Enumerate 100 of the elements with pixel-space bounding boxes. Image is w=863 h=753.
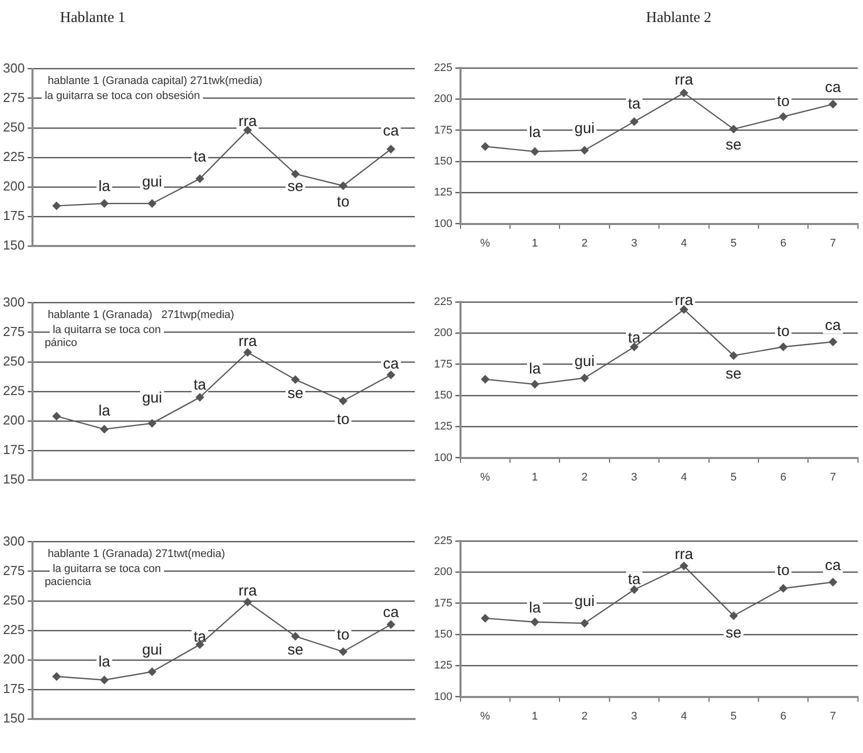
annotation: la: [529, 360, 542, 378]
annotation: se: [726, 624, 742, 642]
x-tick-label: 2: [581, 710, 588, 722]
y-tick-label: 150: [2, 710, 25, 726]
annotation: ta: [194, 148, 207, 166]
annotation: se: [726, 136, 742, 154]
y-tick-label: 100: [434, 452, 452, 464]
x-tick-label: 3: [631, 471, 638, 484]
annotation: ca: [825, 557, 842, 574]
annotation: se: [287, 384, 304, 402]
x-tick-label: 6: [780, 237, 786, 250]
x-tick-label: 2: [581, 237, 588, 250]
y-tick-label: 300: [2, 533, 25, 548]
annotation: la: [98, 402, 111, 420]
annotation: ta: [628, 329, 642, 346]
x-tick-label: 4: [680, 710, 687, 722]
annotation: rra: [238, 332, 258, 350]
y-tick-label: 150: [2, 238, 25, 253]
text: hablante 1 (Granada capital) 271twk(media): [48, 74, 262, 87]
y-tick-label: 150: [434, 156, 452, 168]
annotation: to: [777, 562, 790, 580]
annotation: to: [336, 410, 350, 428]
x-tick-label: %: [480, 710, 490, 722]
annotation: gui: [574, 352, 595, 370]
x-tick-label: 5: [730, 237, 737, 250]
y-tick-label: 200: [434, 327, 452, 340]
y-tick-label: 250: [2, 592, 25, 608]
annotation: ca: [825, 79, 842, 96]
x-tick-label: 1: [532, 471, 538, 484]
annotation: gui: [574, 120, 595, 138]
annotation: rra: [238, 113, 258, 130]
text: hablante 1 (Granada) 271twt(media): [48, 548, 226, 560]
x-tick-label: 3: [631, 710, 638, 722]
y-tick-label: 100: [434, 690, 452, 703]
y-tick-label: 250: [2, 119, 25, 134]
y-tick-label: 125: [434, 186, 452, 199]
y-tick-label: 225: [2, 148, 25, 164]
y-tick-label: 225: [2, 622, 25, 637]
annotation: gui: [142, 642, 162, 659]
y-tick-label: 225: [434, 535, 452, 548]
y-tick-label: 175: [434, 124, 452, 136]
y-tick-label: 250: [2, 353, 25, 368]
x-tick-label: 6: [780, 471, 786, 484]
annotation: gui: [574, 593, 595, 610]
annotation: ta: [194, 628, 207, 646]
y-tick-label: 300: [2, 294, 25, 310]
text: la guitarra se toca con obsesión: [44, 90, 200, 102]
y-tick-label: 175: [434, 597, 452, 610]
text: la quitarra se toca con pánico: [44, 324, 161, 349]
annotation: la: [529, 599, 542, 616]
annotation: rra: [674, 546, 694, 563]
y-tick-label: 175: [2, 442, 25, 458]
annotation: to: [777, 323, 790, 340]
y-tick-label: 275: [2, 90, 25, 105]
annotation: ca: [382, 604, 400, 621]
annotation: la: [98, 653, 111, 670]
y-tick-label: 150: [434, 390, 452, 402]
annotation: ca: [382, 355, 400, 372]
y-tick-label: 200: [434, 566, 452, 578]
annotation: ta: [628, 570, 642, 588]
annotation: rra: [674, 292, 694, 309]
x-tick-label: 1: [532, 237, 538, 250]
x-tick-label: 6: [780, 710, 786, 722]
y-tick-label: 125: [434, 420, 452, 433]
y-tick-label: 300: [2, 60, 25, 76]
text: Hablante 2: [646, 10, 712, 27]
annotation: to: [336, 626, 350, 644]
annotation: to: [777, 92, 790, 110]
y-tick-label: 200: [434, 93, 452, 106]
y-tick-label: 225: [434, 62, 452, 74]
annotation: se: [287, 642, 304, 659]
text: hablante 1 (Granada) 271twp(media): [48, 308, 234, 321]
y-tick-label: 200: [2, 652, 25, 667]
x-tick-label: 2: [581, 471, 588, 484]
annotation: se: [287, 178, 304, 196]
text: Hablante 1: [60, 10, 126, 27]
annotation: ta: [194, 376, 207, 394]
annotation: gui: [142, 390, 162, 407]
x-tick-label: 7: [830, 237, 836, 250]
x-tick-label: 7: [830, 710, 836, 722]
annotation: la: [98, 178, 111, 196]
x-tick-label: %: [480, 237, 490, 250]
x-tick-label: 4: [680, 471, 687, 484]
annotation: to: [336, 193, 350, 210]
x-tick-label: %: [480, 471, 490, 484]
y-tick-label: 100: [434, 218, 452, 230]
x-tick-label: 1: [532, 710, 538, 722]
annotation: rra: [674, 72, 694, 89]
annotation: la: [529, 124, 542, 141]
annotation: ca: [382, 122, 400, 140]
y-tick-label: 150: [2, 472, 25, 487]
y-tick-label: 150: [434, 628, 452, 641]
y-tick-label: 275: [2, 324, 25, 339]
annotation: ta: [628, 95, 642, 112]
y-tick-label: 200: [2, 178, 25, 194]
x-tick-label: 5: [730, 710, 737, 722]
x-tick-label: 3: [631, 237, 638, 250]
y-tick-label: 225: [434, 296, 452, 308]
x-tick-label: 4: [680, 237, 687, 250]
y-tick-label: 175: [434, 358, 452, 370]
